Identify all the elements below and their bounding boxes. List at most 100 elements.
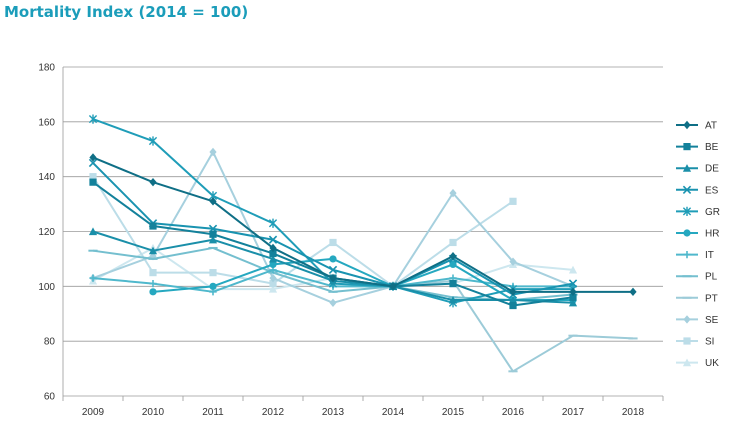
data-point [269,249,277,258]
data-point [449,260,457,268]
legend-label: GR [705,207,720,218]
y-tick-label: 80 [44,337,56,348]
legend-entry-hr: HR [676,229,719,240]
data-point [209,147,217,157]
legend-swatch-marker [683,337,691,345]
y-tick-label: 140 [38,172,55,183]
legend-label: IT [705,250,714,261]
x-tick-label: 2015 [442,407,465,418]
data-point [329,238,337,247]
legend-swatch-marker [682,185,692,194]
x-tick-label: 2009 [82,407,105,418]
x-tick-label: 2017 [562,407,585,418]
legend-entry-at: AT [676,121,717,132]
legend-swatch-marker [683,120,691,130]
legend-label: HR [705,229,719,240]
data-point [449,238,457,247]
legend-swatch-marker [682,206,692,216]
legend-entry-gr: GR [676,206,720,218]
legend-label: ES [705,185,719,196]
data-point [568,298,578,307]
legend-entry-si: SI [676,337,714,348]
series-at [89,153,637,297]
legend-label: UK [705,358,719,369]
grid-lines [63,66,663,397]
data-point [89,153,97,162]
data-point [509,197,517,205]
data-point [569,293,577,301]
x-tick-label: 2011 [202,407,224,418]
data-point [449,188,457,198]
legend-entry-pt: PT [676,293,718,304]
data-point [509,287,517,297]
data-point [89,274,97,282]
data-point [208,235,218,244]
data-point [268,218,278,228]
legend-swatch-marker [683,251,691,259]
legend-label: PL [705,272,718,283]
data-point [509,301,517,310]
legend-entry-pl: PL [676,272,718,283]
data-point [209,197,217,206]
legend-entry-be: BE [676,142,719,153]
legend-entry-es: ES [676,185,719,196]
data-point [329,273,337,283]
x-tick-label: 2016 [502,407,525,418]
data-point [209,269,217,277]
x-tick-label: 2013 [322,407,345,418]
legend-swatch-marker [683,229,691,237]
y-axis: 60 80 100 120 140 160 180 [38,63,64,403]
data-point [149,177,157,187]
data-point [269,273,277,283]
series-line [92,156,633,293]
y-tick-label: 120 [38,227,55,238]
legend-entry-it: IT [676,250,714,261]
data-point [209,230,217,238]
chart-title: Mortality Index (2014 = 100) [4,3,249,21]
legend-label: AT [705,121,717,132]
legend-swatch-marker [682,358,692,367]
data-point [449,251,457,261]
x-axis: 2009 2010 2011 2012 2013 2014 2015 2016 2017 2018 [62,396,664,418]
data-point [269,243,277,253]
legend-swatch-marker [683,143,691,151]
data-point [569,287,577,297]
legend-label: BE [705,142,719,153]
data-point [88,227,98,236]
plot-area [88,114,638,373]
legend-label: DE [705,164,719,175]
data-point [148,136,158,146]
y-tick-label: 100 [38,282,55,293]
data-point [268,235,278,244]
legend-entry-de: DE [676,164,719,175]
legend-swatch-marker [683,315,691,324]
data-point [149,269,157,277]
data-point [88,114,98,124]
data-point [269,260,277,268]
data-point [89,173,97,181]
data-point [568,279,578,288]
data-point [329,255,337,263]
data-point [269,279,277,288]
data-point [149,279,157,288]
series-line [152,257,573,302]
legend-entry-uk: UK [676,358,719,369]
legend-entry-se: SE [676,315,719,326]
data-point [568,265,578,274]
data-point [88,158,98,168]
data-point [89,178,97,186]
data-point [268,284,278,293]
data-point [268,254,278,263]
data-point [449,279,457,288]
data-point [389,282,397,291]
legend-label: PT [705,293,718,304]
x-tick-label: 2010 [142,407,165,418]
data-point [509,257,517,266]
data-point [209,282,217,290]
y-tick-label: 60 [44,392,56,403]
data-point [328,265,338,275]
legend-label: SE [705,315,719,326]
data-point [629,287,637,297]
x-tick-label: 2014 [382,407,405,418]
